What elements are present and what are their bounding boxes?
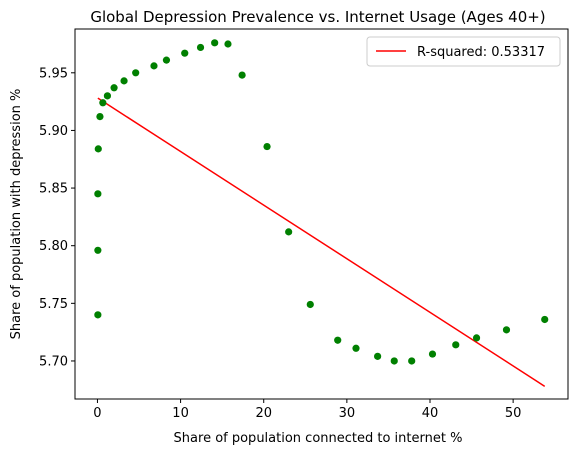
y-tick-label: 5.70 <box>39 354 68 369</box>
data-point <box>110 84 118 92</box>
x-axis-label: Share of population connected to interne… <box>174 431 463 446</box>
regression-line <box>97 97 546 387</box>
legend: R-squared: 0.53317 <box>366 36 561 67</box>
y-axis-label: Share of population with depression % <box>9 89 24 340</box>
x-tick-label: 10 <box>172 406 189 421</box>
data-point <box>285 228 293 236</box>
data-point <box>132 69 140 77</box>
data-point <box>94 246 102 254</box>
y-axis: 5.70 5.75 5.80 5.85 5.90 5.95 <box>39 66 75 369</box>
data-point <box>306 300 314 309</box>
x-tick-label: 50 <box>505 406 522 421</box>
data-point <box>94 311 102 319</box>
y-tick-label: 5.95 <box>39 66 68 81</box>
data-point <box>428 350 437 358</box>
x-tick-label: 30 <box>339 406 356 421</box>
legend-box <box>366 36 561 67</box>
data-point <box>94 190 102 198</box>
data-point <box>150 62 158 70</box>
data-point <box>99 99 107 107</box>
plot-frame <box>74 28 569 400</box>
data-point <box>224 40 232 48</box>
y-tick-label: 5.85 <box>39 182 68 197</box>
data-point <box>334 336 342 344</box>
data-point <box>408 357 416 365</box>
data-point <box>472 334 481 342</box>
data-point <box>541 315 549 324</box>
y-tick-label: 5.90 <box>39 124 68 139</box>
data-point <box>502 326 511 334</box>
x-tick-label: 20 <box>255 406 272 421</box>
x-tick-label: 40 <box>422 406 439 421</box>
data-point <box>103 92 112 100</box>
data-point <box>120 77 128 85</box>
data-point <box>196 43 205 52</box>
data-point <box>374 352 382 360</box>
data-point <box>94 145 102 153</box>
data-point <box>238 71 246 79</box>
chart-title: Global Depression Prevalence vs. Interne… <box>90 8 545 26</box>
plot-area <box>94 39 549 387</box>
data-point <box>390 357 398 365</box>
data-point <box>263 142 271 151</box>
data-point <box>452 341 460 349</box>
data-point <box>181 49 189 57</box>
data-point <box>96 113 104 121</box>
data-point <box>211 39 219 47</box>
y-tick-label: 5.75 <box>39 297 68 312</box>
data-point <box>162 56 171 64</box>
data-point <box>352 344 360 352</box>
x-tick-label: 0 <box>93 406 101 421</box>
y-tick-label: 5.80 <box>39 239 68 254</box>
x-axis: 0 10 20 30 40 50 <box>93 399 521 421</box>
legend-label: R-squared: 0.53317 <box>417 45 545 60</box>
